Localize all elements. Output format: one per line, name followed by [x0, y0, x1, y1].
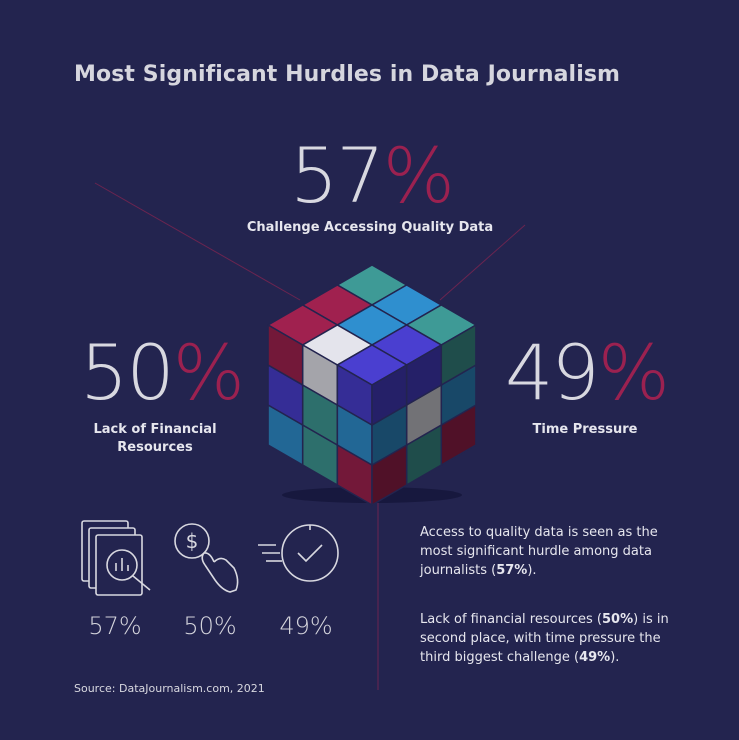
- svg-text:$: $: [186, 529, 199, 553]
- icon-2-value: 50%: [183, 612, 237, 640]
- stat-2-label-line-2: Resources: [117, 440, 193, 455]
- cubelet-face: [371, 363, 408, 427]
- source-note: Source: DataJournalism.com, 2021: [74, 682, 265, 695]
- stat-3-number: 49%: [505, 328, 670, 417]
- money-hand-icon: $: [174, 523, 239, 593]
- stat-1-number: 57%: [290, 131, 455, 220]
- stat-1-label: Challenge Accessing Quality Data: [246, 220, 494, 235]
- document-search-icon: [81, 520, 151, 596]
- icon-3-value: 49%: [279, 612, 333, 640]
- stat-2-label: Lack of Financial Resources: [80, 421, 230, 457]
- stat-2-number: 50%: [80, 328, 245, 417]
- line-to-49: [439, 224, 526, 301]
- stat-2-percent: %: [172, 328, 245, 417]
- stat-2-label-line-1: Lack of Financial: [93, 422, 217, 437]
- icon-1-value: 57%: [88, 612, 142, 640]
- paragraph-2: Lack of financial resources (50%) is in …: [420, 612, 669, 665]
- clock-speed-icon: [258, 524, 339, 582]
- stat-1-percent: %: [382, 131, 455, 220]
- page-title: Most Significant Hurdles in Data Journal…: [74, 62, 621, 87]
- paragraph-2-bold-2: 49%: [579, 650, 611, 665]
- rubiks-cube: [266, 264, 478, 507]
- paragraph-1: Access to quality data is seen as the mo…: [420, 525, 658, 578]
- line-to-50: [94, 182, 301, 301]
- stat-3-label: Time Pressure: [532, 422, 638, 437]
- connector-lines: [94, 182, 526, 690]
- stat-3-percent: %: [597, 328, 670, 417]
- paragraph-1-bold: 57%: [496, 563, 528, 578]
- paragraph-2-bold-1: 50%: [602, 612, 634, 627]
